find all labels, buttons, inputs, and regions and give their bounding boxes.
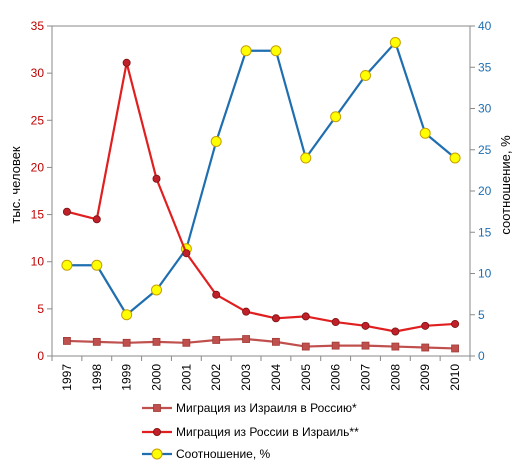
x-tick-label: 2009 [418,364,432,391]
data-point [449,152,461,164]
left-tick-label: 5 [37,302,44,316]
left-tick-label: 10 [31,255,45,269]
data-point [419,127,431,139]
right-tick-label: 15 [478,225,492,239]
data-point [272,337,280,346]
right-axis-title: соотношение, % [498,135,513,235]
data-point [330,111,342,123]
x-tick-label: 2003 [239,364,253,391]
x-tick-label: 2010 [448,364,462,391]
data-point [240,45,252,57]
data-point [451,319,460,328]
data-point [242,307,251,316]
x-tick-label: 2001 [179,364,193,391]
data-point [151,284,162,296]
left-tick-label: 35 [31,19,45,33]
left-tick-label: 30 [31,66,45,80]
left-tick-label: 20 [31,160,45,174]
right-tick-label: 0 [478,349,485,363]
data-point [121,309,133,321]
right-tick-label: 20 [478,184,492,198]
series-1 [62,58,460,336]
series-line [66,41,456,316]
right-tick-label: 35 [478,60,492,74]
data-point [361,341,370,350]
data-point [421,343,430,352]
x-tick-label: 1999 [120,364,134,391]
left-tick-label: 25 [31,113,45,127]
right-tick-label: 40 [478,19,492,33]
right-axis-ticks: 0 5 10 15 20 25 30 35 40 [470,19,492,363]
data-point [61,259,73,271]
legend-marker [152,427,161,436]
series-2 [61,37,461,321]
data-point [271,314,280,323]
x-axis-ticks: 1997 1998 1999 2000 2001 2002 2003 2004 2005 2006… [51,356,471,391]
data-point [62,207,71,216]
data-point [182,249,191,258]
left-axis-title: тыс. человек [8,146,23,224]
x-tick-label: 1998 [90,364,104,391]
data-point [152,174,161,183]
x-tick-label: 2000 [150,364,164,391]
x-tick-label: 2002 [209,364,223,391]
data-point [270,45,282,57]
data-point [451,344,459,353]
x-tick-label: 2008 [388,364,402,391]
data-point [331,318,340,327]
data-point [212,290,221,299]
left-axis-ticks: 0 5 10 15 20 25 30 35 [31,19,52,363]
data-point [389,37,401,48]
x-tick-label: 1997 [60,364,74,391]
series-0 [63,335,459,353]
data-point [182,338,191,347]
series-layer [61,37,461,353]
data-point [331,341,340,350]
x-tick-label: 2007 [359,364,373,391]
data-point [391,342,400,351]
legend-marker [153,404,161,412]
data-point [361,321,370,330]
data-point [360,70,371,81]
right-tick-label: 25 [478,143,492,157]
data-point [301,342,310,351]
legend-label: Миграция из Израиля в Россию* [176,401,357,415]
series-line [66,337,456,350]
data-point [152,337,161,346]
data-point [210,136,222,147]
data-point [242,335,250,343]
x-tick-label: 2005 [299,364,313,391]
data-point [301,312,310,321]
data-point [91,259,103,271]
data-point [122,58,131,67]
legend-item: Миграция из Израиля в Россию* [142,401,357,415]
right-tick-label: 30 [478,102,492,116]
left-tick-label: 15 [31,208,45,222]
left-tick-label: 0 [37,349,44,363]
right-tick-label: 10 [478,267,492,281]
data-point [92,215,101,224]
data-point [92,337,101,346]
legend: Миграция из Израиля в Россию* Миграция из… [142,401,359,461]
data-point [421,321,430,330]
legend-marker [151,448,163,460]
right-tick-label: 5 [478,308,485,322]
data-point [391,327,400,336]
data-point [300,152,312,164]
legend-label: Соотношение, % [176,447,271,461]
legend-label: Миграция из России в Израиль** [176,425,359,439]
legend-item: Миграция из России в Израиль** [142,425,359,439]
x-tick-label: 2006 [329,364,343,391]
legend-item: Соотношение, % [142,447,271,461]
series-line [66,61,456,333]
data-point [212,336,221,344]
data-point [63,337,71,345]
x-tick-label: 2004 [269,364,283,391]
data-point [122,338,131,347]
